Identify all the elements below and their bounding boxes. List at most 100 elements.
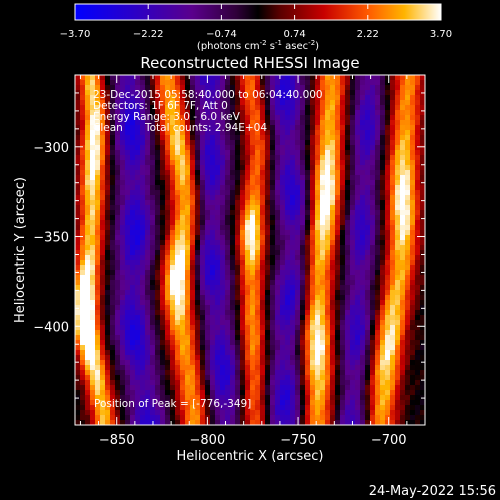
heatmap-cell	[75, 410, 81, 416]
heatmap-cell	[315, 240, 321, 246]
heatmap-cell	[75, 315, 81, 321]
heatmap-cell	[145, 390, 151, 396]
heatmap-cell	[100, 360, 106, 366]
heatmap-cell	[245, 230, 251, 236]
heatmap-cell	[280, 330, 286, 336]
heatmap-cell	[210, 415, 216, 421]
heatmap-cell	[305, 115, 311, 121]
heatmap-cell	[125, 85, 131, 91]
heatmap-cell	[205, 125, 211, 131]
heatmap-cell	[230, 225, 236, 231]
heatmap-cell	[165, 270, 171, 276]
heatmap-cell	[370, 195, 376, 201]
chart-title: Reconstructed RHESSI Image	[140, 54, 359, 72]
heatmap-cell	[405, 385, 411, 391]
heatmap-cell	[330, 355, 336, 361]
heatmap-cell	[160, 200, 166, 206]
heatmap-cell	[355, 300, 361, 306]
heatmap-cell	[80, 210, 86, 216]
heatmap-cell	[170, 155, 176, 161]
heatmap-cell	[350, 285, 356, 291]
heatmap-cell	[235, 315, 241, 321]
heatmap-cell	[205, 95, 211, 101]
heatmap-cell	[145, 150, 151, 156]
heatmap-cell	[275, 310, 281, 316]
colorbar-tick-label: 2.22	[357, 29, 379, 40]
heatmap-cell	[300, 140, 306, 146]
heatmap-cell	[360, 370, 366, 376]
heatmap-cell	[120, 260, 126, 266]
heatmap-cell	[390, 265, 396, 271]
heatmap-cell	[170, 80, 176, 86]
heatmap-cell	[390, 380, 396, 386]
heatmap-cell	[335, 410, 341, 416]
heatmap-cell	[270, 140, 276, 146]
heatmap-cell	[355, 115, 361, 121]
heatmap-cell	[285, 310, 291, 316]
heatmap-cell	[205, 90, 211, 96]
heatmap-cell	[300, 175, 306, 181]
heatmap-cell	[155, 315, 161, 321]
heatmap-cell	[225, 375, 231, 381]
heatmap-cell	[330, 360, 336, 366]
heatmap-cell	[210, 335, 216, 341]
heatmap-cell	[220, 305, 226, 311]
heatmap-cell	[205, 240, 211, 246]
heatmap-cell	[125, 100, 131, 106]
heatmap-cell	[135, 275, 141, 281]
heatmap-cell	[300, 205, 306, 211]
heatmap-cell	[415, 380, 421, 386]
heatmap-cell	[305, 295, 311, 301]
heatmap-cell	[310, 210, 316, 216]
heatmap-cell	[345, 260, 351, 266]
heatmap-cell	[420, 145, 425, 151]
heatmap-cell	[255, 360, 261, 366]
heatmap-cell	[385, 300, 391, 306]
heatmap-cell	[205, 320, 211, 326]
heatmap-cell	[105, 185, 111, 191]
heatmap-cell	[140, 160, 146, 166]
heatmap-cell	[150, 330, 156, 336]
heatmap-cell	[345, 285, 351, 291]
heatmap-cell	[415, 240, 421, 246]
heatmap-cell	[410, 100, 416, 106]
heatmap-cell	[365, 290, 371, 296]
heatmap-cell	[150, 365, 156, 371]
heatmap-cell	[110, 190, 116, 196]
heatmap-cell	[385, 255, 391, 261]
heatmap-cell	[145, 100, 151, 106]
heatmap-cell	[325, 300, 331, 306]
heatmap-cell	[225, 240, 231, 246]
heatmap-cell	[395, 390, 401, 396]
heatmap-cell	[400, 145, 406, 151]
heatmap-cell	[100, 345, 106, 351]
heatmap-cell	[395, 305, 401, 311]
heatmap-cell	[355, 385, 361, 391]
heatmap-cell	[415, 270, 421, 276]
heatmap-cell	[395, 215, 401, 221]
heatmap-cell	[235, 370, 241, 376]
heatmap-cell	[255, 325, 261, 331]
heatmap-cell	[340, 195, 346, 201]
heatmap-cell	[135, 255, 141, 261]
heatmap-cell	[230, 280, 236, 286]
heatmap-cell	[115, 385, 121, 391]
heatmap-cell	[310, 335, 316, 341]
heatmap-cell	[75, 420, 81, 425]
heatmap-cell	[240, 310, 246, 316]
heatmap-cell	[205, 135, 211, 141]
heatmap-cell	[395, 370, 401, 376]
heatmap-cell	[390, 130, 396, 136]
colorbar-tick-label: −3.70	[60, 29, 91, 40]
heatmap-cell	[150, 280, 156, 286]
heatmap-cell	[75, 135, 81, 141]
heatmap-cell	[385, 200, 391, 206]
heatmap-cell	[320, 155, 326, 161]
heatmap-cell	[335, 115, 341, 121]
heatmap-cell	[120, 170, 126, 176]
heatmap-cell	[185, 285, 191, 291]
heatmap-cell	[415, 235, 421, 241]
heatmap-cell	[80, 415, 86, 421]
heatmap-cell	[235, 310, 241, 316]
heatmap-cell	[100, 290, 106, 296]
